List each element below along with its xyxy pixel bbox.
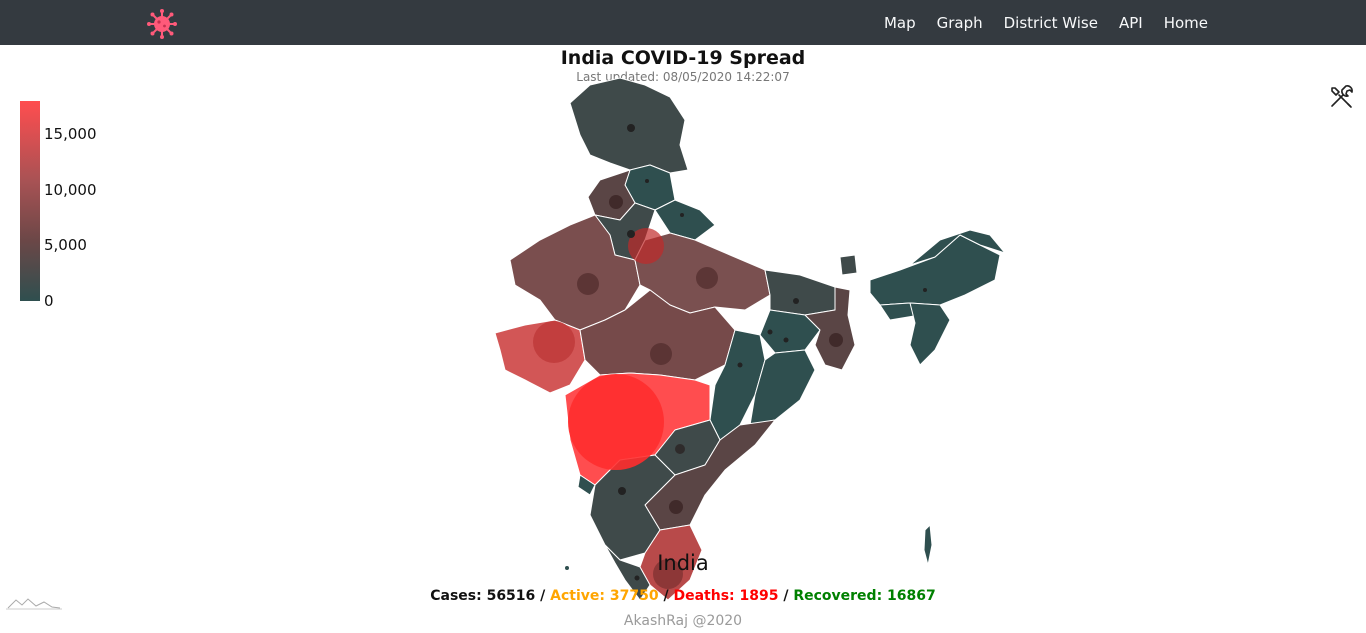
bubble-punjab[interactable] (609, 195, 623, 209)
state-bihar[interactable] (764, 269, 836, 316)
state-odisha[interactable] (749, 349, 816, 426)
stat-separator: / (658, 588, 674, 604)
bubble-west-bengal[interactable] (829, 333, 843, 347)
stat-active: Active: 37750 (550, 588, 659, 604)
nav-link-map[interactable]: Map (883, 13, 916, 32)
nav-links: Map Graph District Wise API Home (863, 0, 1208, 45)
bubble-rajasthan[interactable] (577, 273, 599, 295)
bubble-jharkhand[interactable] (767, 329, 773, 335)
state-goa[interactable] (577, 474, 596, 496)
bubble-gujarat[interactable] (533, 321, 575, 363)
bubble-himachal[interactable] (645, 179, 649, 183)
color-legend-bar (20, 101, 40, 301)
nav-link-district-wise[interactable]: District Wise (1003, 13, 1098, 32)
bubble-odisha[interactable] (783, 337, 789, 343)
bubble-haryana[interactable] (627, 230, 635, 238)
bubble-telangana[interactable] (675, 444, 685, 454)
region-name: India (657, 551, 709, 575)
state-sikkim[interactable] (839, 254, 858, 276)
stat-cases: Cases: 56516 (430, 588, 536, 604)
state-kerala[interactable] (604, 544, 651, 601)
state-tripura-mizoram[interactable] (909, 302, 951, 366)
tools-icon[interactable] (1328, 84, 1354, 110)
bubble-tamil-nadu[interactable] (653, 559, 683, 589)
legend-tick: 0 (44, 292, 54, 310)
bubble-kerala[interactable] (634, 575, 640, 581)
legend-tick: 10,000 (44, 181, 97, 199)
stats-line: Cases: 56516 / Active: 37750 / Deaths: 1… (0, 588, 1366, 604)
stat-separator: / (535, 588, 551, 604)
state-west-bengal[interactable] (804, 286, 856, 371)
bubble-karnataka[interactable] (618, 487, 626, 495)
bubble-uttarakhand[interactable] (680, 213, 684, 217)
stat-recovered: Recovered: 16867 (793, 588, 936, 604)
bubble-uttar-pradesh[interactable] (696, 267, 718, 289)
bubble-bihar[interactable] (793, 298, 799, 304)
state-arunachal-pradesh[interactable] (909, 229, 1006, 266)
bubble-delhi[interactable] (628, 228, 664, 264)
bubble-madhya-pradesh[interactable] (650, 343, 672, 365)
bubble-maharashtra[interactable] (568, 374, 664, 470)
page-title: India COVID-19 Spread (560, 47, 806, 69)
bubble-andhra-pradesh[interactable] (669, 500, 683, 514)
bubble-jammu-kashmir[interactable] (627, 124, 635, 132)
virus-icon[interactable] (146, 8, 178, 40)
top-navbar: Map Graph District Wise API Home (0, 0, 1366, 45)
nav-link-api[interactable]: API (1118, 13, 1143, 32)
legend-tick: 5,000 (44, 236, 87, 254)
state-uttarakhand[interactable] (654, 199, 716, 241)
stat-separator: / (778, 588, 794, 604)
nav-link-graph[interactable]: Graph (936, 13, 983, 32)
india-map[interactable] (470, 75, 1030, 615)
islands-andaman[interactable] (923, 524, 933, 566)
footer-credit: AkashRaj @2020 (623, 613, 743, 629)
nav-link-home[interactable]: Home (1163, 13, 1208, 32)
bubble-chhattisgarh[interactable] (737, 362, 743, 368)
islands-lakshadweep[interactable] (565, 566, 569, 570)
stat-deaths: Deaths: 1895 (673, 588, 779, 604)
mini-trend-icon[interactable] (6, 594, 62, 610)
bubble-assam[interactable] (923, 288, 927, 292)
legend-tick: 15,000 (44, 125, 97, 143)
